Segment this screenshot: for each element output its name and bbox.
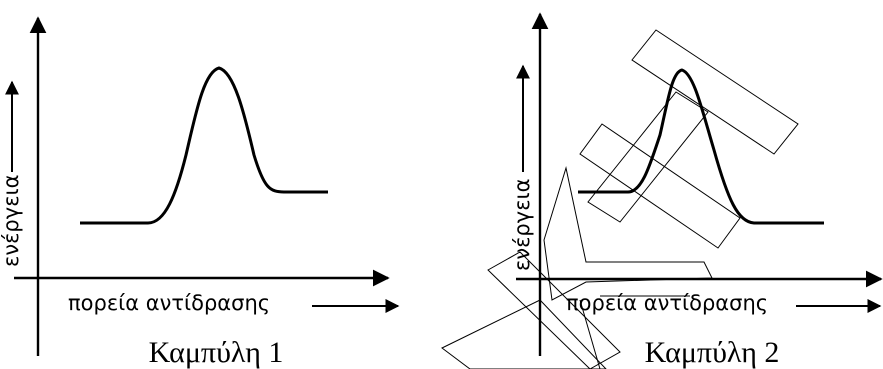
diagram-1: ενέργεια πορεία αντίδρασης Καμπύλη 1 xyxy=(0,16,400,369)
diagram-2-x-axis-label: πορεία αντίδρασης xyxy=(566,291,768,315)
diagram-1-energy-curve xyxy=(80,66,328,225)
watermark-bar-bottom xyxy=(487,251,621,369)
diagram-2-caption: Καμπύλη 2 xyxy=(645,336,780,369)
diagram-2: ενέργεια πορεία αντίδρασης Καμπύλη 2 xyxy=(510,12,883,369)
watermark-bar-middle xyxy=(579,123,741,249)
diagram-2-y-axis-label: ενέργεια xyxy=(510,179,534,272)
watermark-bar-top xyxy=(631,29,799,155)
watermark-logo xyxy=(441,29,799,369)
diagram-2-energy-curve xyxy=(578,68,824,225)
diagram-1-caption: Καμπύλη 1 xyxy=(149,336,284,369)
diagram-1-y-axis-label: ενέργεια xyxy=(0,175,23,268)
watermark-bar-connector xyxy=(587,91,709,223)
diagram-1-x-axis-label: πορεία αντίδρασης xyxy=(68,291,270,315)
watermark-line-a xyxy=(579,299,601,369)
watermark-plate xyxy=(441,299,607,369)
watermark-chevron xyxy=(543,166,713,301)
